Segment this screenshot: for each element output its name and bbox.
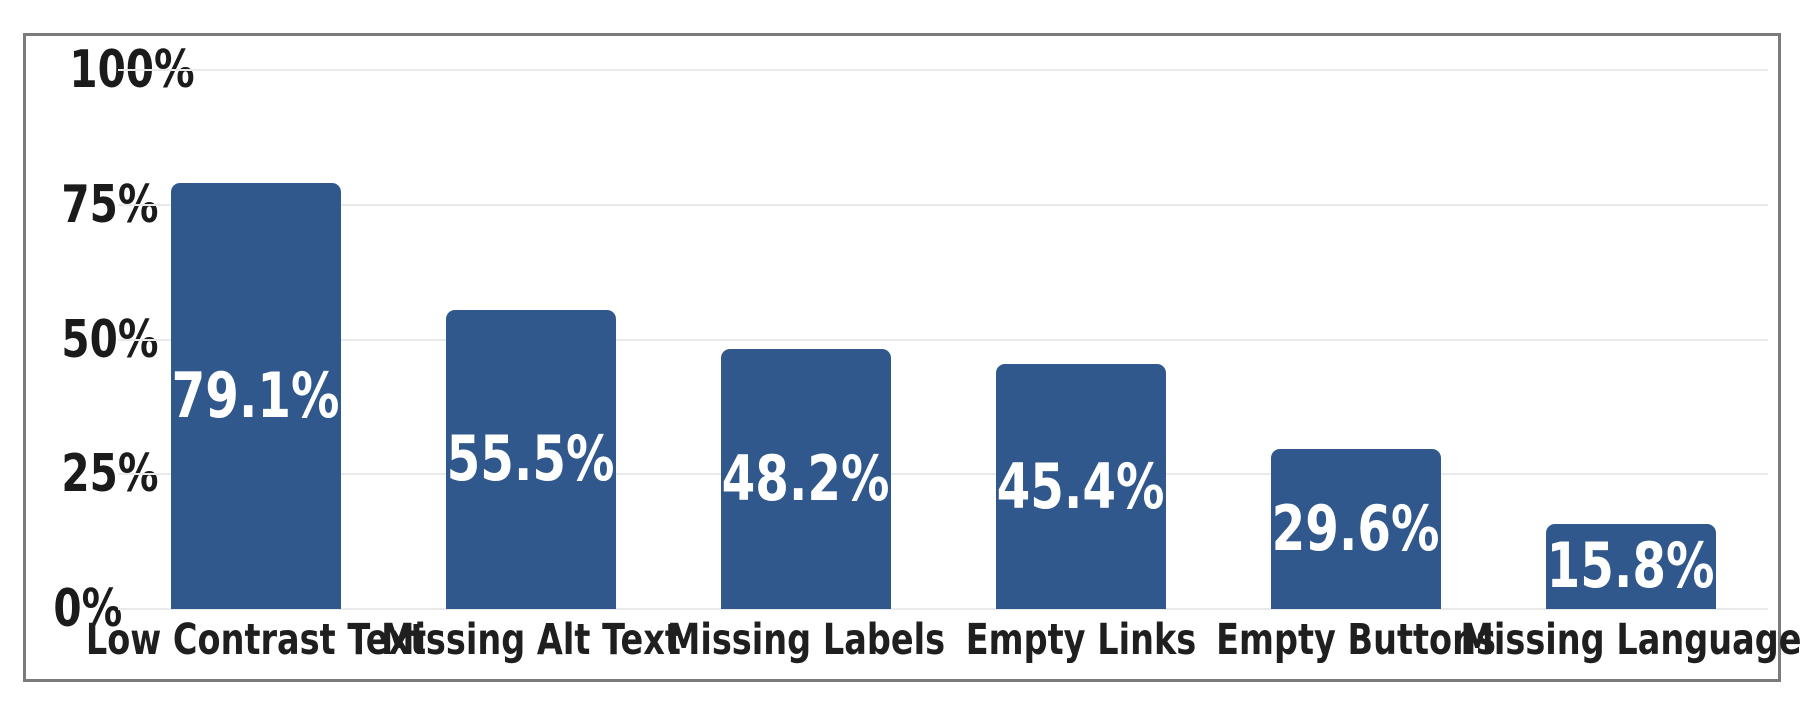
category-label-text: Missing Alt Text [380, 615, 681, 665]
bar-group-empty-links: 45.4% Empty Links [943, 70, 1218, 662]
y-axis: 0% 25% 50% 75% 100% [34, 44, 194, 635]
category-label-empty-buttons: Empty Buttons [1176, 619, 1535, 662]
bars-container: 79.1% Low Contrast Text 55.5% Missing Alt T… [85, 70, 1801, 662]
category-label-missing-language: Missing Language [1412, 619, 1806, 662]
y-axis-tick-text: 0% [53, 579, 123, 639]
category-label-text: Missing Language [1459, 615, 1802, 665]
y-axis-tick-label-100-: 100% [34, 44, 194, 96]
bar-value-text: 55.5% [446, 422, 615, 496]
bar-missing-language: 15.8% [1545, 523, 1716, 609]
bar-value-text: 45.4% [996, 449, 1165, 523]
category-label-text: Low Contrast Text [85, 615, 426, 665]
category-label-empty-links: Empty Links [933, 619, 1228, 662]
bar-group-missing-alt-text: 55.5% Missing Alt Text [381, 70, 680, 662]
gridline-100- [118, 69, 1768, 71]
category-label-text: Empty Links [965, 615, 1196, 665]
gridline-50- [118, 338, 1768, 341]
bar-group-empty-buttons: 29.6% Empty Buttons [1216, 70, 1495, 662]
bar-value-label: 79.1% [148, 358, 363, 432]
bar-group-missing-language: 15.8% Missing Language [1460, 70, 1801, 662]
y-axis-tick-label-75-: 75% [34, 179, 158, 231]
bar-empty-buttons: 29.6% [1270, 449, 1441, 609]
category-label-text: Empty Buttons [1215, 615, 1496, 665]
bar-value-label: 45.4% [973, 449, 1188, 523]
bar-missing-labels: 48.2% [720, 349, 891, 609]
bar-group-low-contrast-text: 79.1% Low Contrast Text [85, 70, 426, 662]
gridline-0- [118, 608, 1768, 610]
bar-value-label: 48.2% [698, 448, 913, 510]
bar-empty-links: 45.4% [995, 364, 1166, 609]
bar-value-label: 29.6% [1248, 498, 1463, 560]
bar-value-label: 15.8% [1523, 535, 1738, 597]
plot-area: 79.1% Low Contrast Text 55.5% Missing Alt T… [85, 69, 1801, 662]
bar-value-text: 15.8% [1546, 529, 1715, 603]
gridline-75- [118, 203, 1768, 206]
bar-group-missing-labels: 48.2% Missing Labels [666, 70, 945, 662]
category-label-text: Missing Labels [666, 615, 945, 665]
y-axis-tick-label-50-: 50% [34, 314, 158, 366]
bar-chart-frame: 0% 25% 50% 75% 100% 79.1% Low Contrast Text 55… [23, 33, 1801, 682]
bar-value-text: 79.1% [171, 358, 340, 432]
bar-missing-alt-text: 55.5% [445, 309, 616, 609]
y-axis-tick-label-0-: 0% [34, 583, 122, 635]
y-axis-tick-label-25-: 25% [34, 448, 158, 500]
bar-value-text: 48.2% [721, 442, 890, 516]
gridline-25- [118, 473, 1768, 476]
bar-low-contrast-text: 79.1% [170, 182, 341, 609]
category-label-missing-alt-text: Missing Alt Text [338, 619, 722, 662]
category-label-low-contrast-text: Low Contrast Text [37, 619, 473, 662]
bar-value-label: 55.5% [423, 428, 638, 490]
bar-value-text: 29.6% [1271, 492, 1440, 566]
category-label-missing-labels: Missing Labels [627, 619, 984, 662]
